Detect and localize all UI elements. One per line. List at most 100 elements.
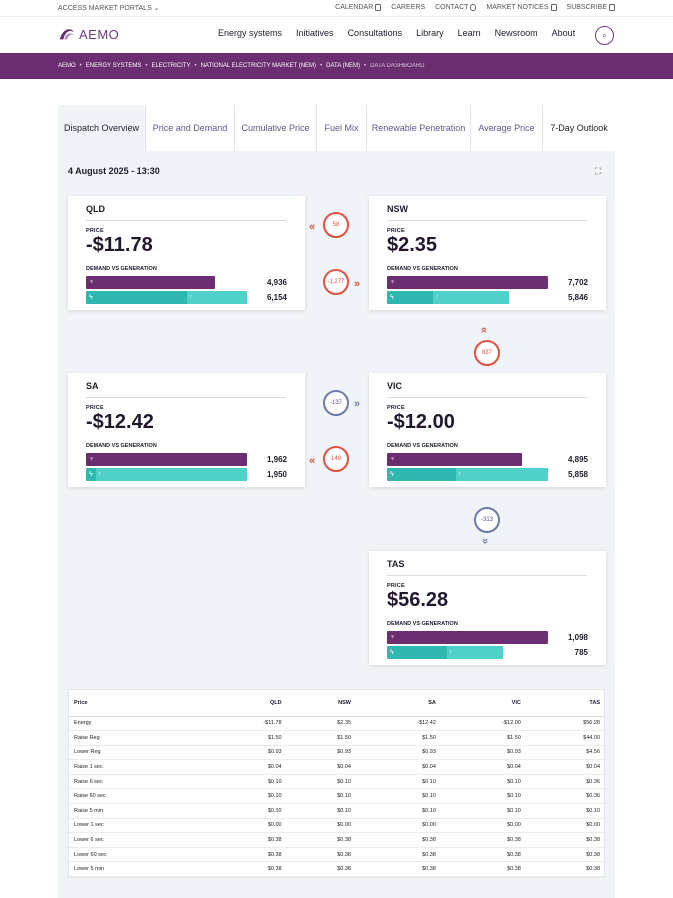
table-cell: Raise 6 sec (69, 774, 202, 790)
nav-consultations[interactable]: Consultations (347, 28, 403, 38)
nav-newsroom[interactable]: Newsroom (494, 28, 538, 38)
tab-price-and-demand[interactable]: Price and Demand (146, 105, 235, 151)
breadcrumb-separator: • (145, 63, 148, 69)
divider (387, 220, 587, 221)
region-name: SA (86, 381, 99, 391)
region-card-nsw: NSW PRICE $2.35 DEMAND VS GENERATION ♆ 7… (369, 196, 606, 310)
flow-arrow-down-icon: » (479, 537, 492, 545)
notice-icon (550, 4, 557, 11)
region-name: TAS (387, 559, 405, 569)
nav-library[interactable]: Library (416, 28, 444, 38)
nav-about[interactable]: About (551, 28, 576, 38)
breadcrumb-electricity[interactable]: ELECTRICITY (151, 63, 191, 69)
table-cell: $0.38 (285, 832, 355, 848)
tab-dispatch-overview[interactable]: Dispatch Overview (58, 105, 146, 151)
demand-value: 4,936 (266, 278, 287, 287)
table-cell: Lower Reg (69, 745, 202, 761)
nav-menu: Energy systems Initiatives Consultations… (218, 28, 575, 38)
table-cell: -$12.42 (354, 716, 440, 732)
flow-vic-tas[interactable]: -313 (474, 507, 500, 533)
careers-link[interactable]: CAREERS (391, 4, 426, 11)
calendar-link[interactable]: CALENDAR (335, 4, 382, 11)
table-cell: $0.10 (201, 788, 286, 805)
table-cell: -$11.78 (201, 716, 286, 732)
breadcrumb-aemo[interactable]: AEMO (58, 63, 76, 69)
calendar-label: CALENDAR (335, 4, 374, 11)
table-cell: $0.38 (201, 832, 286, 848)
tab-7-day-outlook[interactable]: 7-Day Outlook (550, 122, 608, 133)
tab-fuel-mix[interactable]: Fuel Mix (317, 105, 367, 151)
table-cell: $0.04 (285, 759, 355, 775)
table-cell: $0.38 (439, 861, 525, 878)
access-market-portals[interactable]: ACCESS MARKET PORTALS ⌄ (58, 4, 160, 12)
breadcrumb-nem[interactable]: NATIONAL ELECTRICITY MARKET (NEM) (200, 63, 317, 69)
flow-sa-vic-a[interactable]: -137 (323, 390, 349, 416)
demand-vs-generation-label: DEMAND VS GENERATION (387, 266, 458, 272)
region-card-vic: VIC PRICE -$12.00 DEMAND VS GENERATION ♆… (369, 373, 606, 487)
generation-value: 1,950 (266, 470, 287, 479)
table-cell: $0.00 (285, 818, 355, 834)
region-price: -$12.00 (387, 411, 455, 433)
tab-average-price[interactable]: Average Price (471, 105, 543, 151)
demand-bar: ♆ (387, 631, 548, 644)
generation-bar: ϟ ↑ (86, 468, 247, 481)
aemo-logo[interactable]: AEMO (58, 25, 119, 43)
arrow-up-icon: ↑ (449, 649, 453, 656)
price-label: PRICE (387, 583, 405, 589)
demand-icon: ♆ (390, 279, 396, 286)
nav-energy-systems[interactable]: Energy systems (218, 28, 283, 38)
mail-icon (609, 4, 615, 11)
region-name: VIC (387, 381, 403, 391)
region-price: -$11.78 (86, 234, 153, 256)
expand-icon[interactable]: ⛶ (595, 166, 602, 176)
flow-qld-nsw-b[interactable]: -1,277 (323, 269, 349, 295)
breadcrumb-separator: • (363, 63, 367, 69)
flow-arrow-up-icon: » (478, 326, 491, 334)
breadcrumb-energy-systems[interactable]: ENERGY SYSTEMS (85, 63, 142, 69)
arrow-up-icon: ↑ (98, 471, 102, 478)
table-cell: $0.36 (524, 774, 604, 790)
table-header-cell: QLD (201, 690, 286, 717)
aemo-logo-icon (59, 29, 75, 40)
dashboard-tabs: Dispatch Overview Price and Demand Cumul… (58, 105, 615, 151)
logo-text: AEMO (79, 26, 120, 42)
table-cell: Lower 1 sec (69, 818, 202, 834)
flow-qld-nsw-a[interactable]: 58 (323, 212, 349, 238)
table-row: Raise 1 sec $0.04 $0.04 $0.04 $0.04 $0.04 (69, 759, 604, 775)
table-cell: $56.28 (524, 716, 604, 732)
contact-link[interactable]: CONTACT (435, 4, 477, 11)
search-button[interactable]: ⌕ (595, 26, 614, 45)
table-cell: $0.00 (439, 818, 525, 834)
table-cell: $0.93 (354, 745, 440, 761)
generation-bar-segment: ↑ (456, 468, 548, 481)
table-cell: $0.10 (354, 788, 440, 805)
tab-cumulative-price[interactable]: Cumulative Price (235, 105, 317, 151)
flow-nsw-vic[interactable]: 837 (474, 340, 500, 366)
divider (86, 397, 286, 398)
flow-sa-vic-b[interactable]: 149 (323, 446, 349, 472)
demand-value: 1,962 (266, 455, 287, 464)
table-cell: $0.93 (201, 745, 286, 761)
table-cell: $0.04 (439, 759, 525, 775)
table-cell: Energy (69, 716, 202, 732)
nav-learn[interactable]: Learn (457, 28, 481, 38)
arrow-up-icon: ↑ (189, 294, 193, 301)
table-cell: $0.10 (354, 803, 440, 819)
nav-initiatives[interactable]: Initiatives (296, 28, 334, 38)
market-notices-link[interactable]: MARKET NOTICES (486, 4, 557, 11)
subscribe-link[interactable]: SUBSCRIBE (567, 4, 615, 11)
table-cell: $1.50 (285, 730, 355, 746)
demand-bar: ♆ (387, 276, 548, 289)
table-cell: $0.38 (354, 861, 440, 878)
breadcrumb-data-nem[interactable]: DATA (NEM) (326, 63, 360, 69)
region-name: NSW (387, 204, 408, 214)
tab-renewable-penetration[interactable]: Renewable Penetration (367, 105, 471, 151)
demand-bar: ♆ (86, 453, 247, 466)
table-cell: Raise 60 sec (69, 788, 202, 805)
generation-bar-segment: ↑ (96, 468, 247, 481)
table-cell: $0.36 (524, 788, 604, 805)
demand-bar: ♆ (387, 453, 522, 466)
table-header-cell: Price (69, 690, 202, 717)
table-cell: $0.38 (524, 861, 604, 878)
lightning-icon: ϟ (89, 294, 93, 301)
